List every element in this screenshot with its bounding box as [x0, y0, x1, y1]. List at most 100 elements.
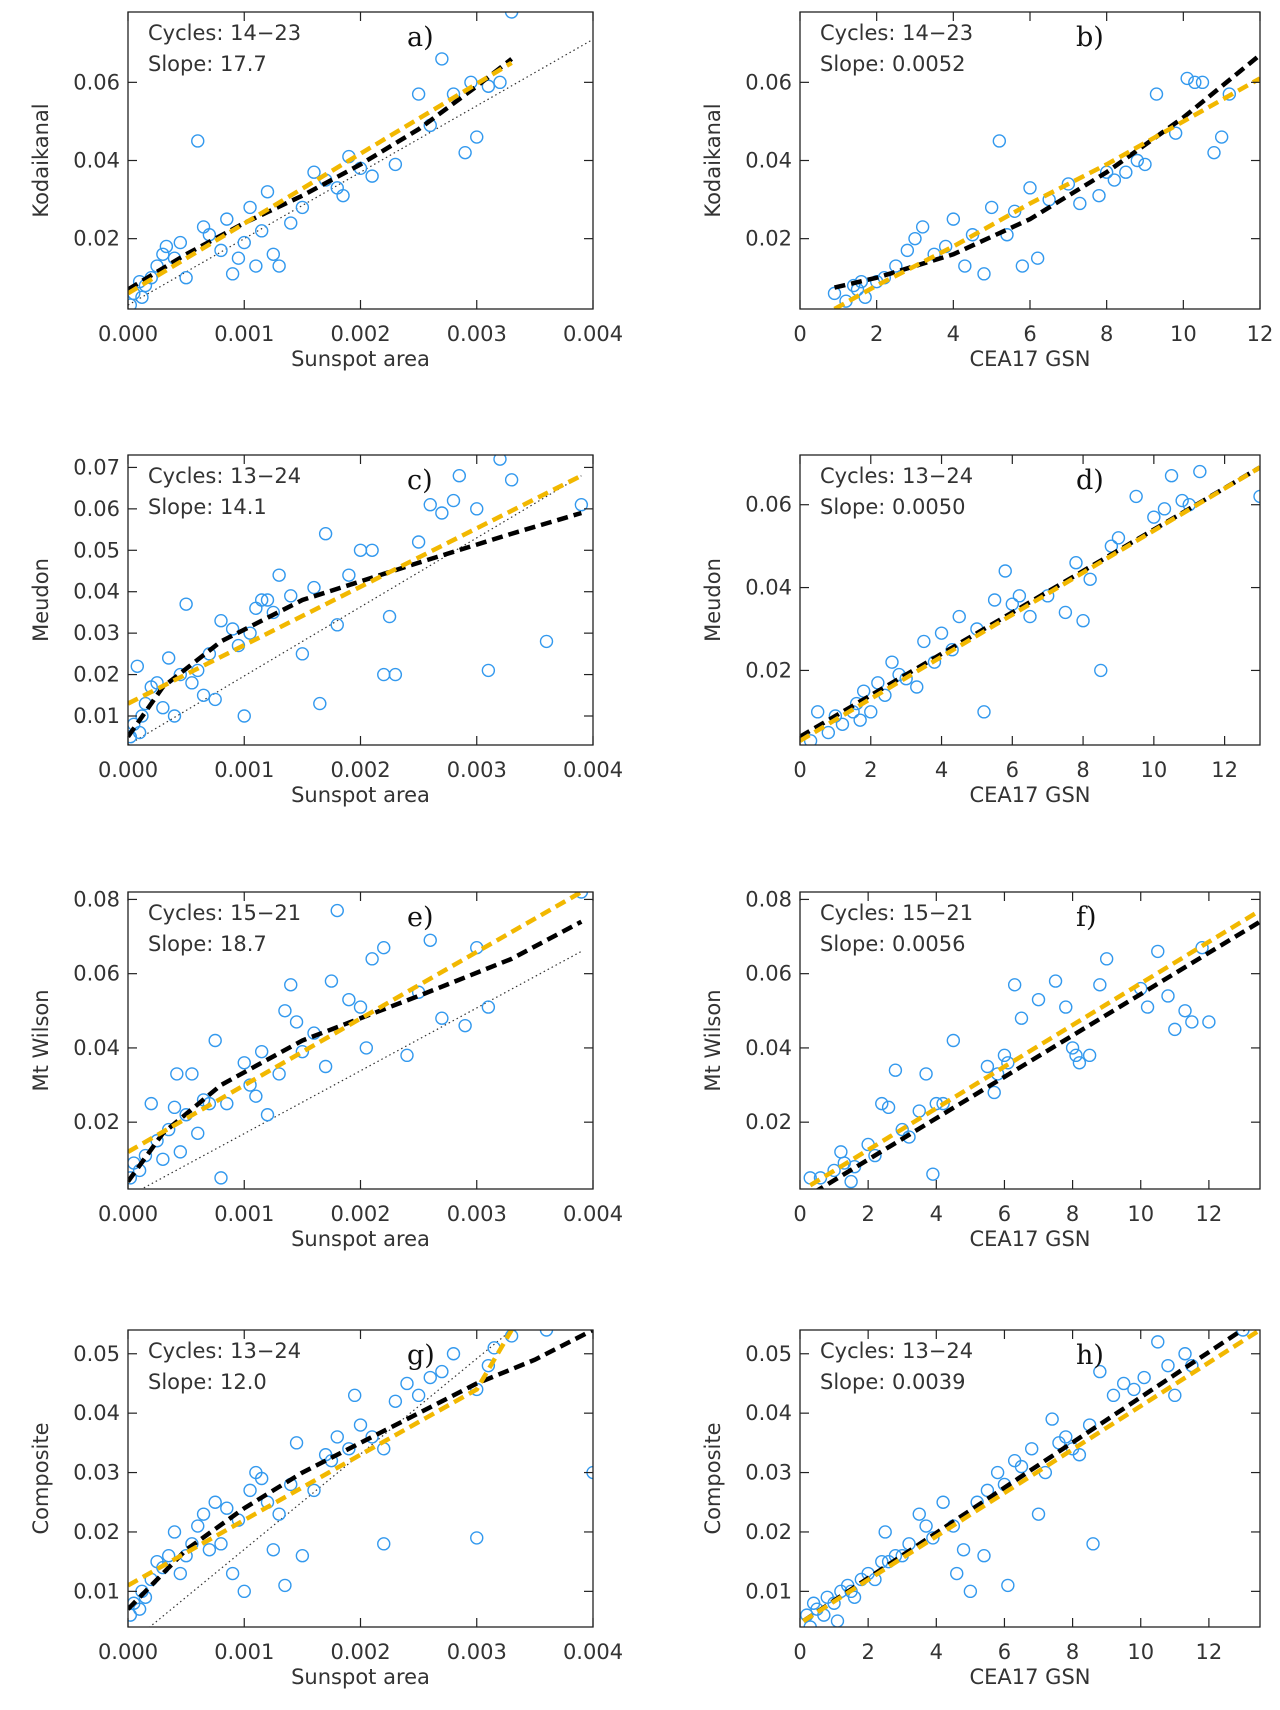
- data-point: [400, 1376, 414, 1391]
- data-point: [260, 1108, 275, 1122]
- data-point: [243, 1483, 257, 1498]
- x-tick-label: 10: [1140, 758, 1167, 782]
- data-point: [377, 940, 391, 955]
- data-point: [1015, 259, 1030, 273]
- black-fit-line: [833, 53, 1260, 290]
- x-tick-label: 0.002: [330, 1202, 390, 1226]
- data-point: [388, 667, 403, 682]
- data-point: [214, 243, 228, 258]
- data-point: [1076, 614, 1090, 628]
- y-axis-label: Mt Wilson: [701, 989, 725, 1091]
- data-point: [1137, 1370, 1151, 1385]
- data-point: [220, 212, 234, 226]
- data-point: [946, 212, 961, 226]
- data-point: [237, 1584, 251, 1599]
- data-point: [249, 601, 263, 615]
- data-point: [295, 200, 310, 215]
- data-point: [1214, 130, 1229, 144]
- data-point: [446, 493, 461, 508]
- data-point: [435, 52, 449, 66]
- data-point: [132, 1602, 147, 1616]
- data-point: [1178, 1004, 1192, 1018]
- panel-c: 0.000 0.001 0.002 0.003 0.004 0.01 0.02 0.03 0.0…: [29, 454, 623, 807]
- data-point: [803, 734, 818, 745]
- data-point: [353, 1000, 368, 1014]
- plot-frame: [799, 891, 1261, 1190]
- panel-a: 0.000 0.001 0.002 0.003 0.004 0.02 0.04 0.06 Sun…: [29, 11, 623, 371]
- y-axis-label: Mt Wilson: [29, 989, 53, 1091]
- data-point: [1005, 597, 1020, 611]
- data-point: [243, 200, 257, 215]
- yellow-fit-line: [128, 1330, 514, 1588]
- x-axis-label: CEA17 GSN: [969, 1227, 1090, 1251]
- data-point: [1207, 145, 1221, 160]
- data-point: [382, 609, 397, 624]
- data-point: [895, 1122, 909, 1137]
- plot-area: [128, 12, 593, 309]
- data-point: [1094, 663, 1108, 678]
- black-fit-line: [128, 919, 583, 1183]
- data-point: [1073, 196, 1087, 211]
- data-point: [868, 1148, 882, 1163]
- data-point: [1099, 952, 1114, 966]
- data-point: [208, 1495, 222, 1509]
- data-point: [1149, 87, 1164, 101]
- data-point: [249, 259, 263, 273]
- data-point: [231, 251, 246, 265]
- yellow-fit-line: [802, 1330, 1260, 1623]
- data-point: [266, 1543, 281, 1557]
- data-point: [307, 165, 321, 179]
- data-point: [284, 589, 298, 603]
- data-point: [458, 1018, 472, 1033]
- data-point: [266, 605, 281, 620]
- data-point: [878, 1525, 892, 1539]
- data-point: [161, 1549, 176, 1563]
- y-tick-label: 0.06: [745, 493, 792, 517]
- data-point: [1072, 1448, 1087, 1462]
- data-point: [1030, 251, 1045, 265]
- x-tick-label: 0.000: [98, 1202, 158, 1226]
- data-point: [196, 220, 211, 234]
- data-point: [956, 1543, 971, 1557]
- x-tick-label: 2: [861, 1202, 874, 1226]
- data-point: [307, 580, 321, 595]
- x-tick-label: 0: [793, 758, 806, 782]
- y-tick-label: 0.03: [745, 1461, 792, 1485]
- x-tick-label: 0.002: [330, 1640, 390, 1664]
- data-point: [254, 224, 269, 238]
- data-point: [446, 1347, 461, 1361]
- data-point: [202, 1096, 217, 1111]
- cycles-annotation: Cycles: 15−21: [148, 901, 301, 925]
- y-tick-label: 0.06: [745, 962, 792, 986]
- black-fit-line: [128, 510, 583, 739]
- y-tick-label: 0.02: [745, 1520, 792, 1544]
- data-point: [272, 568, 286, 582]
- x-axis-label: CEA17 GSN: [969, 1665, 1090, 1689]
- x-axis-label: Sunspot area: [291, 783, 430, 807]
- data-point: [864, 705, 878, 719]
- data-point: [539, 1330, 554, 1337]
- data-point: [888, 1063, 903, 1077]
- data-point: [885, 655, 899, 669]
- data-point: [220, 1501, 234, 1515]
- x-tick-label: 8: [1066, 1640, 1079, 1664]
- data-point: [342, 992, 356, 1007]
- panel-f: 0 2 4 6 8 10 12 0.02 0.04 0.06 0.08 CEA17 GSN Mt Wil…: [701, 887, 1261, 1251]
- slope-annotation: Slope: 0.0039: [820, 1370, 966, 1394]
- data-point: [977, 267, 991, 281]
- data-point: [1086, 1537, 1100, 1551]
- yellow-fit-line: [833, 76, 1260, 309]
- data-point: [173, 1566, 188, 1581]
- data-point: [504, 473, 519, 487]
- data-point: [191, 1126, 205, 1141]
- slope-annotation: Slope: 17.7: [148, 52, 267, 76]
- data-point: [889, 259, 903, 273]
- data-point: [243, 626, 257, 640]
- x-tick-label: 4: [930, 1640, 943, 1664]
- y-tick-label: 0.05: [73, 538, 120, 562]
- panel-e: 0.000 0.001 0.002 0.003 0.004 0.02 0.04 0.06 0.0…: [29, 887, 623, 1251]
- x-tick-label: 0.003: [447, 322, 507, 346]
- data-point: [1012, 589, 1027, 603]
- black-fit-line: [815, 919, 1260, 1189]
- data-point: [803, 1620, 817, 1627]
